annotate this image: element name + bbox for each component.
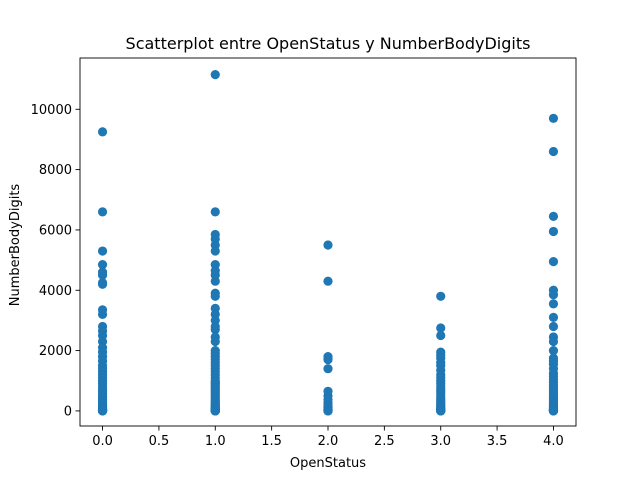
y-tick-label: 2000	[39, 344, 72, 359]
x-tick-label: 3.5	[487, 434, 508, 449]
data-point	[548, 146, 559, 157]
data-point	[548, 113, 559, 123]
data-point	[97, 246, 108, 256]
x-tick-label: 2.5	[374, 434, 395, 449]
y-tick-label: 0	[64, 404, 72, 419]
data-point	[210, 291, 220, 301]
y-tick-label: 4000	[39, 284, 72, 299]
x-tick-label: 2.0	[318, 434, 339, 449]
data-point	[210, 276, 220, 286]
data-point	[548, 226, 559, 237]
x-axis-label: OpenStatus	[290, 456, 366, 471]
data-point	[210, 324, 220, 335]
x-tick-label: 4.0	[543, 434, 564, 449]
data-point	[548, 211, 559, 221]
data-point	[436, 291, 446, 301]
y-tick-label: 8000	[39, 163, 72, 178]
data-point	[323, 240, 333, 250]
data-point	[97, 207, 108, 217]
plot-area: 0.0 0.5 1.0 1.5 2.0 2.5 3.0 3.5 4.0 0 2000 4000 6000…	[31, 57, 577, 449]
data-point	[548, 299, 559, 309]
data-point	[436, 406, 446, 416]
data-point	[548, 406, 559, 416]
data-point	[97, 406, 108, 416]
data-point	[97, 127, 108, 137]
data-point	[210, 69, 220, 80]
data-point	[97, 270, 108, 280]
data-point	[548, 290, 559, 300]
data-point	[97, 279, 108, 289]
data-point	[97, 309, 108, 319]
data-point	[436, 330, 446, 341]
data-point	[323, 364, 333, 374]
data-point	[323, 355, 333, 365]
x-tick-label: 1.5	[261, 434, 282, 449]
data-point	[210, 406, 220, 416]
data-point	[210, 207, 220, 217]
x-tick-label: 0.5	[149, 434, 170, 449]
data-point	[548, 321, 559, 332]
y-tick-label: 10000	[31, 103, 72, 118]
data-point	[210, 246, 220, 256]
data-point	[548, 257, 559, 267]
data-point	[97, 260, 108, 270]
data-point	[548, 312, 559, 323]
data-point	[323, 406, 333, 416]
data-point	[548, 336, 559, 347]
y-axis-label: NumberBodyDigits	[8, 184, 23, 307]
data-point	[210, 336, 220, 347]
x-tick-label: 1.0	[205, 434, 226, 449]
x-tick-label: 0.0	[92, 434, 113, 449]
x-tick-label: 3.0	[430, 434, 451, 449]
data-point	[436, 323, 446, 333]
chart-title: Scatterplot entre OpenStatus y NumberBod…	[126, 34, 531, 53]
y-tick-label: 6000	[39, 223, 72, 238]
data-point	[323, 276, 333, 286]
data-point	[548, 345, 559, 356]
data-points	[97, 69, 559, 416]
